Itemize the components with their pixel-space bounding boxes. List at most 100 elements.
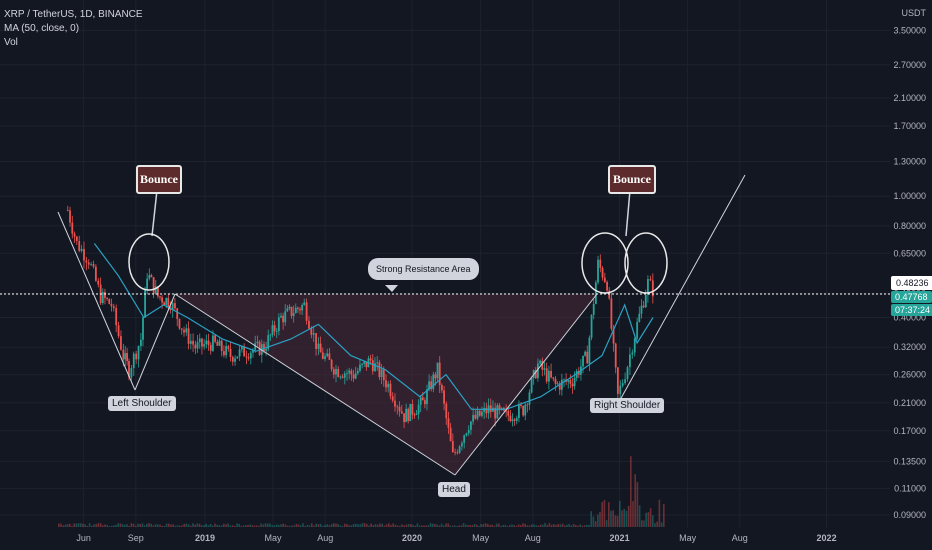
volume-bar: [66, 524, 69, 527]
candle-body: [178, 318, 181, 329]
candle-body: [608, 290, 611, 299]
candle-body: [280, 315, 282, 318]
resistance-label: Strong Resistance Area: [376, 264, 471, 274]
volume-bar: [605, 520, 608, 527]
y-axis-unit: USDT: [902, 8, 927, 18]
candle-body: [438, 362, 441, 385]
volume-bar: [616, 515, 619, 527]
volume-bar: [388, 523, 390, 527]
candle-body: [152, 277, 155, 294]
volume-bar: [429, 523, 432, 527]
candle-body: [522, 406, 525, 416]
volume-bar: [555, 524, 557, 527]
volume-bar: [69, 523, 71, 527]
volume-bar: [614, 515, 617, 527]
candle-body: [489, 405, 492, 412]
volume-bar: [249, 524, 251, 527]
candle-body: [346, 373, 348, 375]
candle-body: [621, 383, 624, 386]
volume-bar: [108, 525, 111, 527]
candle-body: [592, 303, 595, 315]
volume-bar: [95, 524, 97, 527]
volume-bar: [152, 525, 155, 527]
candle-body: [144, 288, 146, 318]
volume-bar: [533, 524, 535, 527]
candle-body: [644, 295, 647, 308]
y-tick-label: 1.70000: [893, 121, 926, 131]
candle-body: [321, 352, 324, 359]
candle-body: [284, 311, 287, 323]
x-tick-label: Aug: [317, 533, 333, 543]
volume-indicator-label[interactable]: Vol: [4, 37, 18, 48]
volume-bar: [157, 524, 159, 527]
volume-bar: [260, 523, 262, 527]
candle-body: [647, 279, 649, 296]
volume-bar: [506, 525, 509, 527]
ma-indicator-label[interactable]: MA (50, close, 0): [4, 23, 80, 34]
candle-body: [122, 349, 125, 360]
price-axis[interactable]: 0.09000 0.11000 0.13500 0.17000 0.21000 0.260…: [893, 8, 926, 520]
head-label: Head: [442, 484, 466, 495]
volume-bar: [634, 474, 636, 527]
volume-bar: [262, 524, 265, 527]
volume-bar: [135, 525, 137, 527]
candle-body: [629, 354, 631, 368]
time-axis[interactable]: Jun Sep 2019 May Aug 2020 May Aug 2021 May Aug 2022: [76, 533, 836, 543]
volume-bar: [245, 525, 247, 527]
volume-bar: [75, 523, 78, 527]
candle-body: [157, 286, 159, 297]
candle-body: [315, 333, 317, 349]
volume-bar: [324, 524, 326, 527]
candle-body: [365, 361, 368, 368]
volume-bar: [212, 525, 214, 527]
candle-body: [526, 404, 529, 406]
candle-body: [348, 370, 351, 374]
volume-bar: [449, 525, 452, 527]
candle-body: [518, 404, 520, 419]
volume-bar: [588, 525, 590, 527]
volume-bar: [537, 525, 540, 527]
candle-body: [71, 222, 74, 234]
volume-bar: [579, 524, 581, 527]
candle-body: [539, 360, 541, 364]
candle-body: [180, 328, 183, 330]
volume-bar: [623, 508, 625, 527]
candle-body: [432, 374, 435, 390]
volume-bar: [539, 524, 542, 527]
candle-body: [407, 408, 410, 422]
volume-bar: [141, 523, 144, 527]
candle-body: [552, 377, 555, 379]
candle-body: [541, 360, 544, 370]
volume-bar: [658, 499, 661, 527]
volume-bar: [403, 525, 405, 527]
volume-bar: [258, 525, 260, 527]
volume-bar: [236, 523, 238, 527]
candle-body: [584, 351, 587, 356]
volume-bar: [220, 525, 223, 527]
volume-bar: [414, 525, 416, 527]
candle-body: [301, 304, 304, 311]
volume-bar: [385, 524, 388, 527]
candle-body: [212, 335, 214, 351]
candle-body: [163, 302, 166, 305]
volume-bar: [146, 523, 148, 527]
volume-bar: [590, 511, 592, 527]
candle-body: [560, 379, 563, 390]
ma-line: [93, 243, 654, 410]
volume-bar: [621, 510, 623, 527]
bounce-callout-right: Bounce: [608, 165, 656, 194]
volume-bar: [346, 524, 348, 527]
volume-bar: [308, 525, 311, 527]
volume-bar: [577, 525, 579, 527]
volume-bar: [557, 523, 559, 527]
candle-body: [171, 303, 174, 310]
volume-bar: [447, 523, 449, 527]
candle-body: [132, 353, 135, 369]
symbol-title[interactable]: XRP / TetherUS, 1D, BINANCE: [4, 9, 143, 20]
volume-bar: [229, 525, 232, 527]
volume-bar: [179, 525, 181, 527]
candle-body: [612, 328, 615, 344]
candle-body: [417, 404, 420, 414]
candle-body: [505, 410, 508, 412]
